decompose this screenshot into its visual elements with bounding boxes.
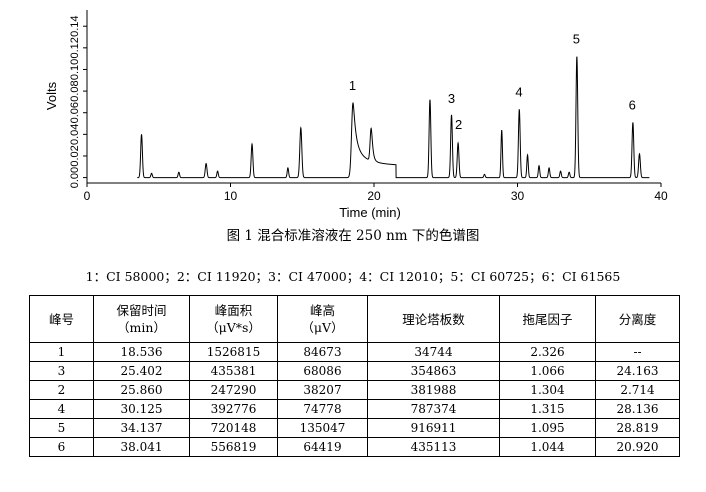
table-cell: 2: [29, 380, 94, 400]
table-row: 4 30.125 392776 74778 787374 1.315 28.136: [29, 399, 680, 419]
column-header-text: 保留时间: [116, 303, 167, 318]
column-header-text: 峰号: [48, 311, 74, 327]
table-cell: 135047: [277, 418, 368, 438]
peak-labels: 1 32 4 5 6: [349, 32, 636, 132]
peak-label: 2: [455, 117, 462, 132]
table-row: 3 25.402 435381 68086 354863 1.066 24.163: [29, 361, 680, 381]
chart-axes: 0 10 20 30 40 0.000.020.040.060.080.100.120.1…: [69, 10, 668, 203]
y-tick-label: 0.00: [69, 167, 81, 188]
table-cell: 3: [29, 361, 94, 381]
table-cell: 20.920: [595, 437, 680, 457]
peak-label: 5: [573, 32, 580, 47]
column-header: 峰号: [29, 295, 94, 343]
results-table: 峰号 保留时间 （min） 峰面积 （μV*s） 峰高 （μV） 理论塔板数 拖尾因子 分离度 1…: [29, 295, 680, 457]
table-cell: 38207: [277, 380, 368, 400]
y-tick-label: 0.04: [69, 124, 81, 145]
table-cell: 392776: [189, 399, 278, 419]
table-cell: 2.326: [499, 342, 596, 362]
compound-legend: 1：CI 58000；2：CI 11920；3：CI 47000；4：CI 12…: [85, 269, 621, 284]
table-header-row: 峰号 保留时间 （min） 峰面积 （μV*s） 峰高 （μV） 理论塔板数 拖尾因子 分离度: [29, 295, 680, 343]
column-header-text: （μV*s）: [206, 320, 261, 335]
y-tick-label: 0.14: [69, 16, 81, 37]
table-row: 1 18.536 1526815 84673 34744 2.326 --: [29, 342, 680, 362]
table-row: 2 25.860 247290 38207 381988 1.304 2.714: [29, 380, 680, 400]
x-tick-label: 10: [224, 189, 238, 203]
table-cell: 25.860: [93, 380, 190, 400]
column-header: 分离度: [595, 295, 680, 343]
table-cell: 556819: [189, 437, 278, 457]
peak-label: 6: [629, 97, 636, 112]
table-cell: 38.041: [93, 437, 190, 457]
y-tick-label: 0.02: [69, 145, 81, 166]
table-cell: 30.125: [93, 399, 190, 419]
y-tick-label: 0.08: [69, 80, 81, 101]
column-header: 峰高 （μV）: [277, 295, 368, 343]
chromatogram-chart: 0 10 20 30 40 0.000.020.040.060.080.100.120.1…: [44, 10, 668, 220]
table-cell: 28.819: [595, 418, 680, 438]
table-cell: --: [595, 342, 680, 362]
table-cell: 28.136: [595, 399, 680, 419]
table-cell: 1.095: [499, 418, 596, 438]
table-cell: 1.044: [499, 437, 596, 457]
y-tick-label: 0.06: [69, 102, 81, 123]
x-tick-label: 30: [511, 189, 525, 203]
table-cell: 4: [29, 399, 94, 419]
table-cell: 74778: [277, 399, 368, 419]
table-cell: 1526815: [189, 342, 278, 362]
table-cell: 6: [29, 437, 94, 457]
table-row: 6 38.041 556819 64419 435113 1.044 20.920: [29, 437, 680, 457]
table-row: 5 34.137 720148 135047 916911 1.095 28.819: [29, 418, 680, 438]
column-header-text: 峰面积: [214, 303, 253, 318]
y-tick-label: 0.12: [69, 37, 81, 58]
peak-label: 1: [349, 78, 356, 93]
column-header-text: （min）: [117, 320, 166, 335]
table-body: 1 18.536 1526815 84673 34744 2.326 -- 3 25.402 43…: [29, 342, 680, 457]
figure-caption: 图 1 混合标准溶液在 250 nm 下的色谱图: [226, 228, 480, 244]
column-header: 拖尾因子: [499, 295, 596, 343]
table-cell: 354863: [367, 361, 500, 381]
table-cell: 381988: [367, 380, 500, 400]
column-header: 理论塔板数: [367, 295, 500, 343]
chromatogram-trace: [137, 56, 650, 179]
y-axis-label: Volts: [44, 81, 59, 110]
table-cell: 1.066: [499, 361, 596, 381]
x-axis-label: Time (min): [339, 205, 401, 220]
table-cell: 435113: [367, 437, 500, 457]
table-cell: 18.536: [93, 342, 190, 362]
column-header-text: （μV）: [301, 320, 344, 335]
table-cell: 25.402: [93, 361, 190, 381]
column-header-text: 理论塔板数: [402, 311, 465, 327]
y-tick-label: 0.10: [69, 59, 81, 80]
column-header-text: 峰高: [309, 303, 335, 318]
table-cell: 5: [29, 418, 94, 438]
column-header: 峰面积 （μV*s）: [189, 295, 278, 343]
table-cell: 787374: [367, 399, 500, 419]
table-cell: 720148: [189, 418, 278, 438]
peak-label: 3: [448, 91, 455, 106]
peak-label: 4: [515, 85, 522, 100]
table-cell: 2.714: [595, 380, 680, 400]
table-cell: 64419: [277, 437, 368, 457]
table-cell: 84673: [277, 342, 368, 362]
table-cell: 247290: [189, 380, 278, 400]
table-cell: 68086: [277, 361, 368, 381]
table-cell: 1.304: [499, 380, 596, 400]
table-cell: 435381: [189, 361, 278, 381]
table-cell: 1.315: [499, 399, 596, 419]
x-tick-label: 40: [654, 189, 668, 203]
table-cell: 34744: [367, 342, 500, 362]
table-cell: 916911: [367, 418, 500, 438]
column-header-text: 分离度: [618, 311, 657, 327]
table-cell: 24.163: [595, 361, 680, 381]
x-tick-label: 20: [367, 189, 381, 203]
column-header-text: 拖尾因子: [522, 311, 573, 327]
x-tick-label: 0: [84, 189, 91, 203]
column-header: 保留时间 （min）: [93, 295, 190, 343]
table-cell: 34.137: [93, 418, 190, 438]
table-cell: 1: [29, 342, 94, 362]
